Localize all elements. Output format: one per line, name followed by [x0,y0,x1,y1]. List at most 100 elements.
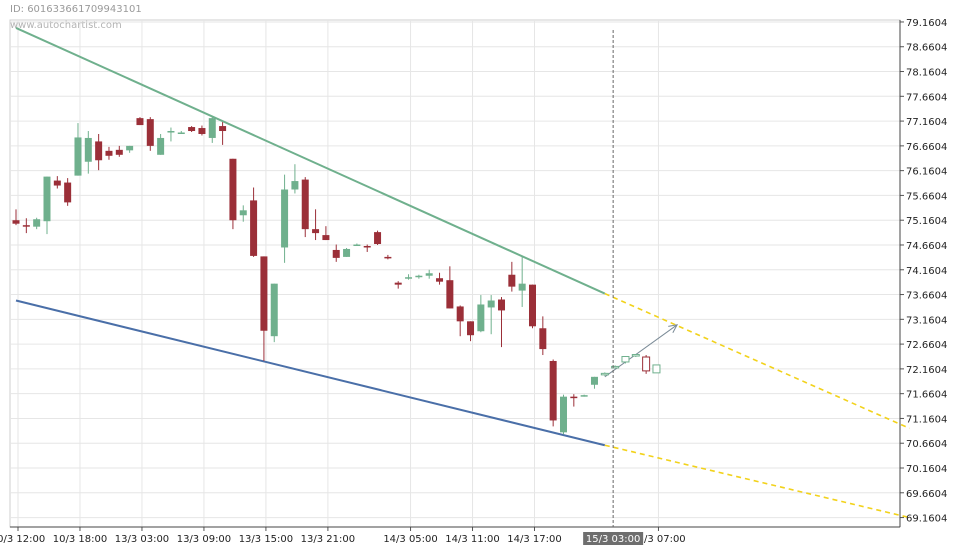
candle [374,230,382,246]
candle-body [498,299,506,311]
candle-body [250,200,258,256]
trend-lines [15,27,910,519]
candle [12,209,20,226]
candle-body [508,274,516,287]
y-tick-label: 71.1604 [906,414,947,425]
candle-body [456,306,464,322]
candle-body [487,300,495,308]
candle [177,131,185,135]
candle [518,256,526,307]
candle-body [291,181,299,190]
y-tick-label: 73.1604 [906,315,947,326]
candle-body [394,282,402,285]
candle-body [518,283,526,291]
resistance-line [15,27,606,295]
forecast-candles [600,324,679,378]
forecast-candle-body [652,364,661,374]
candle [580,394,588,397]
candle [415,274,423,279]
y-tick-label: 75.6604 [906,191,947,202]
candle-body [12,220,20,224]
candle [43,176,51,235]
candle-body [281,189,289,248]
y-tick-label: 69.6604 [906,489,947,500]
x-tick-label: 13/3 21:00 [301,534,355,545]
y-tick-label: 74.1604 [906,266,947,277]
candle-body [590,376,598,385]
candle-body [22,225,30,227]
candle [590,376,598,389]
x-tick-label: 14/3 17:00 [507,534,561,545]
candle-body [539,328,547,350]
candle [332,244,340,262]
y-tick-label: 78.6604 [906,43,947,54]
candle-body [425,273,433,276]
candle [84,131,92,174]
candle [22,218,30,234]
candle [291,164,299,194]
candle [74,123,82,176]
candle [559,394,567,435]
candle-body [33,219,41,227]
candle-body [136,118,144,126]
candle-body [570,396,578,399]
candle [498,297,506,348]
candle-body [363,245,371,248]
candle [436,272,444,285]
forecast-candle [631,354,640,358]
candle [405,274,413,280]
y-tick-label: 77.6604 [906,92,947,103]
forecast-candle-body [621,356,630,363]
candle [270,283,278,343]
candle [229,158,237,230]
x-tick-label: 10/3 18:00 [53,534,107,545]
candle-body [74,137,82,176]
candle [115,145,123,157]
candle-body [229,158,237,221]
candle-body [270,283,278,337]
y-tick-label: 78.1604 [906,68,947,79]
candle [549,359,557,427]
y-tick-label: 70.6604 [906,439,947,450]
candle [157,133,165,155]
candle-body [580,395,588,397]
forecast-candle-body [600,372,609,376]
candle-body [105,150,113,156]
candle [529,284,536,329]
candle [198,125,206,136]
support-line [15,299,606,447]
candle-body [477,304,485,332]
candle-body [312,229,320,234]
candle [64,178,72,206]
candle-body [239,210,247,216]
candle [146,117,154,151]
candle [425,269,433,279]
candle [570,394,578,407]
forecast-candle-body [611,365,620,369]
candle-body [353,244,361,247]
candle-body [126,145,134,151]
candle [456,305,464,337]
candle-body [332,249,340,258]
candle-body [115,149,123,155]
candle-body [208,118,216,138]
candle [343,247,351,257]
candle-body [157,137,165,155]
x-tick-label: 15/3 07:00 [631,534,685,545]
candle [477,295,485,333]
candle [105,146,113,160]
candle [384,254,392,260]
chart-axes: 79.1604 78.6604 78.1604 77.6604 77.1604 76.66… [0,18,947,545]
x-tick-label: 14/3 05:00 [383,534,437,545]
y-tick-label: 76.1604 [906,167,947,178]
candle-body [198,128,206,134]
candle [219,122,227,145]
candle-body [146,119,154,146]
candle-body [53,180,61,186]
candle-body [343,248,351,257]
watermark-text: www.autochartist.com [10,20,122,31]
support-projection [604,444,910,519]
candle-body [549,360,557,421]
candle [167,127,175,142]
